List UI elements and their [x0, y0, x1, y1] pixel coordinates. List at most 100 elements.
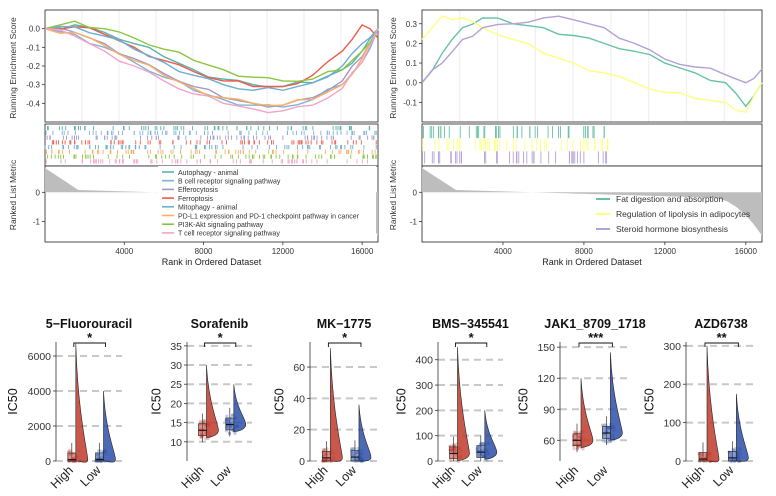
x-category-label: High [553, 463, 581, 491]
y-tick-label: -0.3 [26, 81, 40, 90]
data-point [572, 447, 576, 451]
x-category-label: High [430, 463, 458, 491]
significance-bracket [578, 342, 613, 347]
y-tick-label: 0 [427, 456, 433, 468]
metric-y-axis-label: Ranked List Metric [388, 159, 398, 230]
data-point [604, 440, 608, 444]
x-tick-label: 16000 [351, 247, 374, 256]
x-category-label: High [48, 463, 76, 491]
es-y-axis-label: Running Enrichment Score [388, 17, 398, 119]
box [572, 433, 582, 447]
y-tick-label: 2000 [28, 421, 52, 433]
box [322, 450, 331, 462]
data-point [202, 419, 206, 423]
es-y-axis-label: Running Enrichment Score [8, 17, 18, 119]
hit-row-efferocytosis [46, 135, 375, 140]
box [698, 452, 708, 462]
y-tick-label: 0 [299, 456, 305, 468]
y-axis-label: IC50 [516, 388, 530, 414]
es-axes-frame [421, 9, 763, 123]
data-point [603, 438, 607, 442]
ic50-panel-5: JAK1_8709_1718 60 90 120 150 IC50 High Low *** [516, 317, 645, 491]
y-tick-label: 200 [663, 379, 681, 391]
data-point [481, 441, 485, 445]
hit-row-steroid [424, 151, 608, 164]
group-high: High [302, 348, 343, 491]
box [728, 451, 737, 462]
legend: Autophagy - animal B cell receptor signal… [158, 166, 376, 238]
y-axis-label: IC50 [642, 388, 656, 414]
y-tick-label: 0.2 [406, 39, 418, 48]
group-high: High [48, 343, 89, 491]
panel-title: Sorafenib [191, 317, 249, 331]
es-line-pdl1 [44, 28, 379, 107]
metric-tick-label: 0 [36, 188, 41, 197]
violin-half [233, 384, 247, 432]
panel-title: 5−Fluorouracil [46, 317, 132, 331]
significance-label: * [342, 330, 348, 345]
data-point [199, 435, 203, 439]
x-tick-label: 8000 [195, 247, 213, 256]
box [198, 423, 207, 436]
violin-half [484, 410, 498, 460]
x-category-label: Low [584, 463, 611, 490]
y-tick-label: 0.0 [29, 25, 41, 34]
hit-row-ferroptosis [51, 140, 377, 145]
legend-label: PI3K-Akt signaling pathway [178, 222, 264, 229]
es-line-pi3k [44, 20, 379, 83]
y-axis-label: IC50 [273, 388, 287, 414]
x-tick-label: 12000 [654, 247, 677, 256]
y-tick-label: 30 [170, 360, 182, 372]
y-tick-label: -0.2 [26, 62, 40, 71]
significance-bracket [704, 342, 739, 347]
x-category-label: High [302, 463, 330, 491]
data-point [601, 439, 606, 443]
gsea-panel-1: 0.0 -0.1 -0.2 -0.3 -0.4 Running Enrichment Sc… [8, 9, 379, 267]
x-category-label: High [679, 463, 707, 491]
hit-row-pdl1 [45, 149, 376, 154]
y-tick-label: -0.4 [26, 99, 40, 108]
data-point [731, 447, 735, 451]
data-point [483, 459, 487, 463]
legend-label: Fat digestion and absorption [616, 194, 724, 204]
y-tick-label: 90 [543, 404, 555, 416]
y-axis-label: IC50 [394, 388, 408, 414]
y-tick-label: 4000 [28, 386, 52, 398]
legend-background [158, 166, 376, 238]
data-point [576, 446, 580, 450]
x-tick-label: 16000 [735, 247, 758, 256]
data-point [323, 448, 327, 452]
es-line-tcell [44, 28, 379, 114]
y-axis-label: IC50 [6, 388, 20, 414]
es-line-mitophagy [44, 25, 379, 92]
data-point [581, 447, 585, 451]
panel-title: JAK1_8709_1718 [544, 317, 646, 331]
legend-label: Steroid hormone biosynthesis [616, 224, 728, 234]
panel-title: MK−1775 [317, 317, 372, 331]
data-point [322, 447, 326, 451]
metric-frame [421, 165, 763, 243]
box [350, 450, 360, 462]
x-category-label: Low [459, 463, 486, 490]
violin-half [330, 348, 343, 462]
data-point [225, 414, 229, 418]
y-tick-label: 6000 [28, 351, 52, 363]
legend: Fat digestion and absorption Regulation o… [596, 194, 750, 234]
hit-row-pi3k [47, 154, 377, 159]
es-line-ferroptosis [44, 24, 379, 88]
significance-label: * [87, 330, 93, 345]
y-axis-label: IC50 [150, 388, 164, 414]
group-high: High [430, 347, 470, 491]
data-point [572, 430, 577, 434]
box [95, 452, 104, 462]
data-point [448, 459, 452, 463]
significance-label: *** [588, 330, 604, 345]
data-point [233, 431, 237, 436]
y-tick-label: 20 [170, 398, 182, 410]
significance-bracket [204, 342, 237, 347]
x-category-label: Low [78, 463, 105, 490]
y-tick-label: 100 [415, 431, 433, 443]
y-tick-label: 60 [543, 435, 555, 447]
y-tick-label: 300 [663, 341, 681, 353]
hit-row-fat [422, 126, 605, 139]
